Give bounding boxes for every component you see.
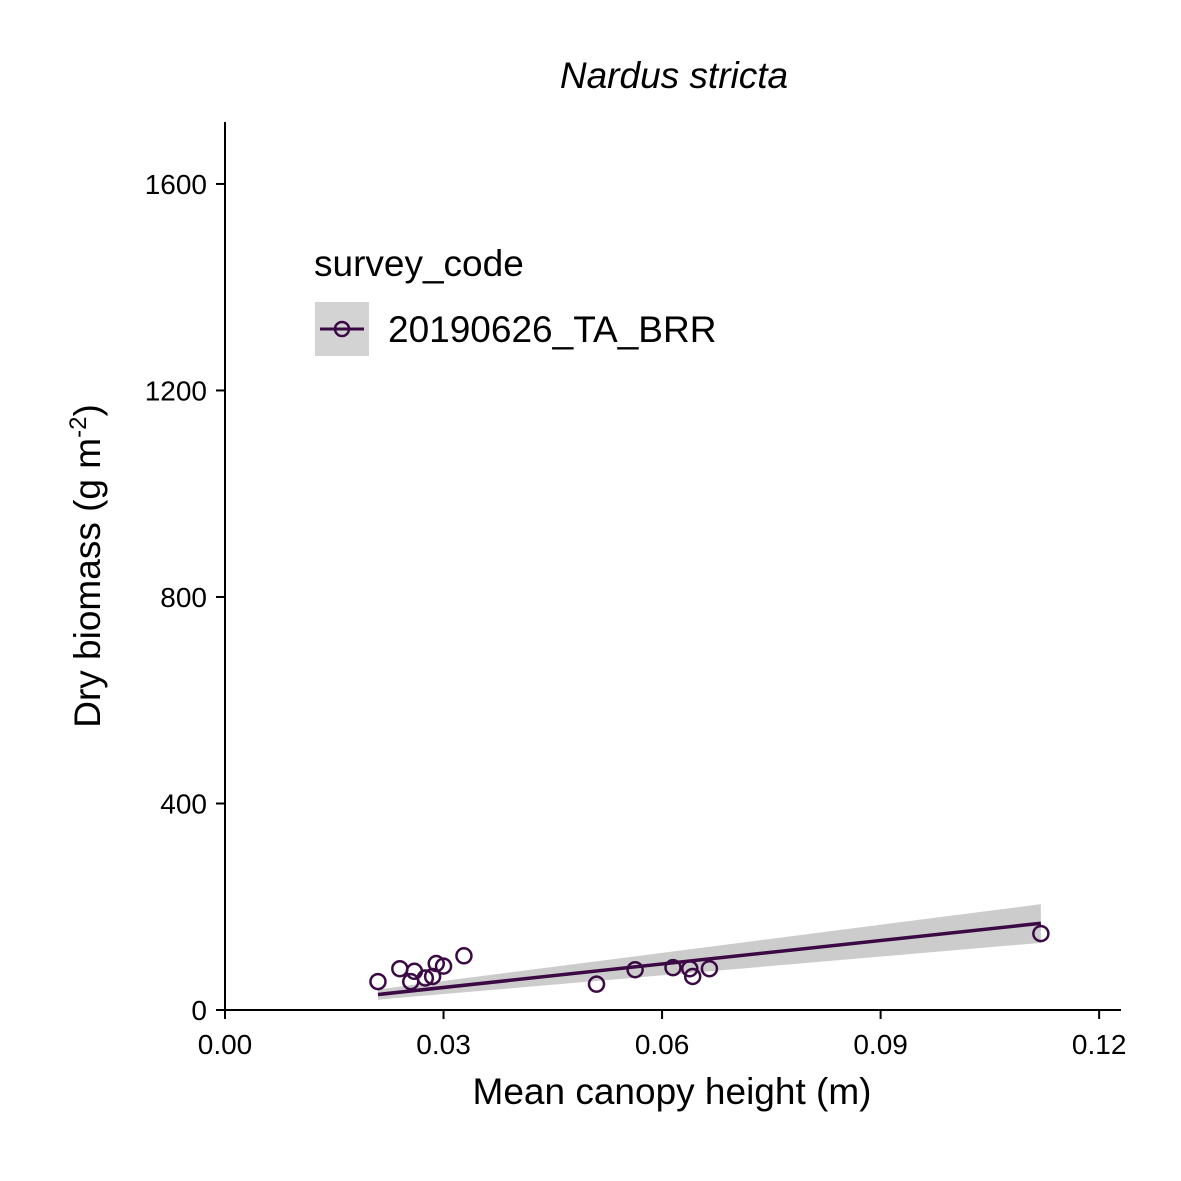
y-axis-title-superscript: -2 <box>65 417 92 438</box>
data-points <box>369 924 1050 993</box>
x-tick-label: 0.12 <box>1072 1029 1127 1060</box>
data-point <box>391 959 409 978</box>
legend-entry-label: 20190626_TA_BRR <box>388 309 716 350</box>
plot-area <box>369 904 1050 1000</box>
data-point <box>587 975 606 993</box>
data-point <box>455 947 473 965</box>
x-axis-ticks: 0.00 0.03 0.06 0.09 0.12 <box>198 1010 1127 1060</box>
y-axis-title-close: ) <box>67 404 108 416</box>
legend: survey_code 20190626_TA_BRR <box>314 243 716 356</box>
y-tick-label: 400 <box>160 788 207 819</box>
y-axis-title: Dry biomass (g m-2) <box>65 404 108 728</box>
data-point <box>681 959 699 978</box>
y-tick-label: 0 <box>191 995 207 1026</box>
data-point <box>700 959 719 978</box>
legend-key-marker <box>333 320 351 338</box>
chart-title: Nardus stricta <box>560 55 788 96</box>
data-point <box>405 962 424 981</box>
x-axis-title: Mean canopy height (m) <box>473 1071 872 1112</box>
data-point <box>626 960 644 979</box>
y-tick-label: 1600 <box>145 169 207 200</box>
y-axis-title-main: Dry biomass (g m <box>67 438 108 728</box>
x-tick-label: 0.06 <box>635 1029 690 1060</box>
data-point <box>369 972 387 991</box>
data-point <box>683 967 702 986</box>
legend-title: survey_code <box>314 243 524 284</box>
data-point <box>664 958 682 977</box>
x-tick-label: 0.09 <box>853 1029 908 1060</box>
data-point <box>434 957 453 975</box>
y-tick-label: 800 <box>160 582 207 613</box>
y-axis-ticks: 0 400 800 1200 1600 <box>145 169 225 1026</box>
fit-line <box>377 921 1042 997</box>
fit-lines <box>377 921 1042 997</box>
y-tick-label: 1200 <box>145 375 207 406</box>
x-tick-label: 0.00 <box>198 1029 253 1060</box>
x-tick-label: 0.03 <box>416 1029 471 1060</box>
data-point <box>427 954 446 973</box>
data-point <box>1032 924 1050 943</box>
data-point <box>416 969 435 987</box>
